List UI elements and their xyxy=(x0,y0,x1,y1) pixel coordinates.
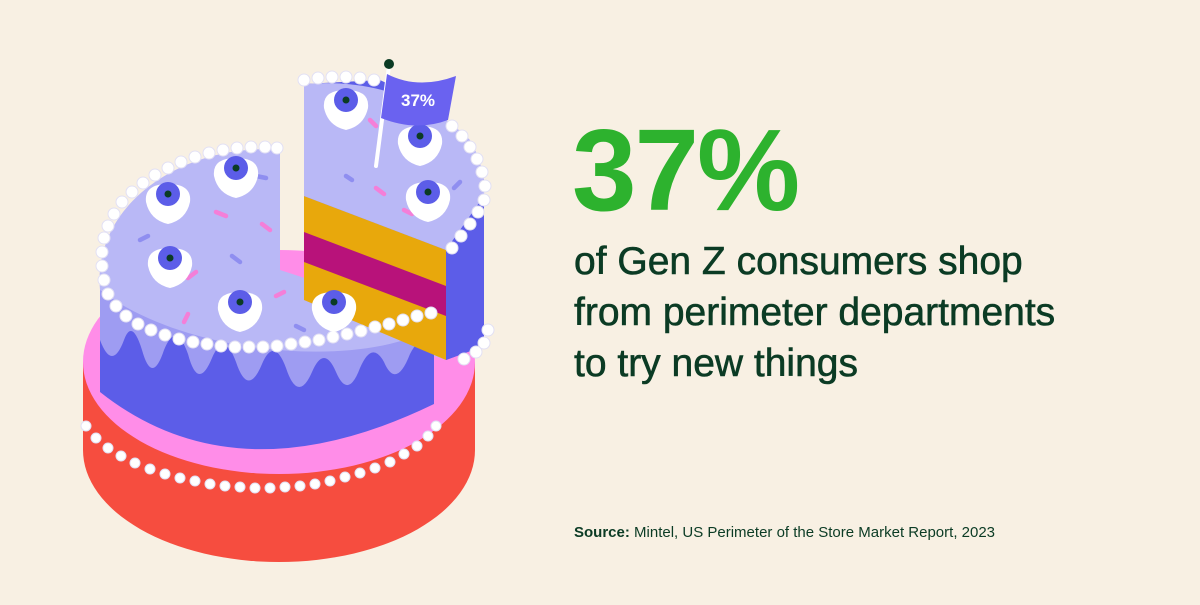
source-text: Mintel, US Perimeter of the Store Market… xyxy=(634,524,996,541)
flag: 37% xyxy=(374,59,456,168)
cake-illustration: 37% xyxy=(0,0,560,600)
frosting-beads xyxy=(80,70,495,494)
cake-cut-face xyxy=(304,84,446,360)
stat-description: of Gen Z consumers shop from perimeter d… xyxy=(574,240,1056,386)
cake-svg: 37% xyxy=(80,59,495,562)
sprinkles xyxy=(137,117,463,333)
stat-value: 37% xyxy=(572,105,800,235)
blueberry-topping xyxy=(145,88,451,332)
source-citation: Source: Mintel, US Perimeter of the Stor… xyxy=(574,524,995,541)
source-label: Source: xyxy=(574,524,630,541)
flag-label: 37% xyxy=(401,91,435,110)
